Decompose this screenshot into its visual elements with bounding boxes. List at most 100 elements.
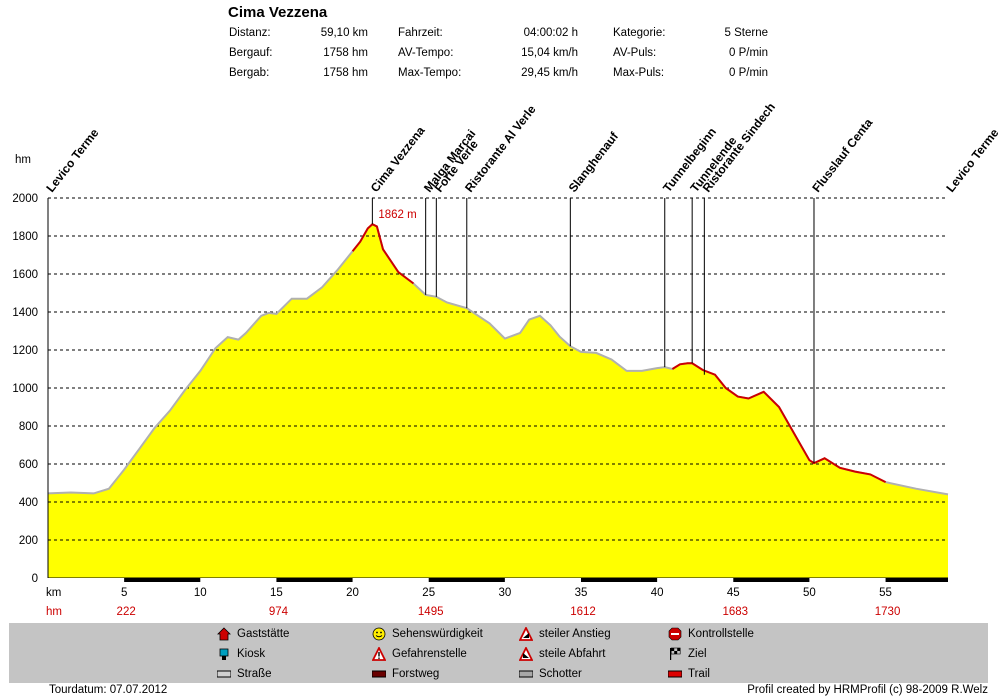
y-tick-label: 2000 [12, 193, 38, 205]
surface-band [733, 578, 810, 582]
x-tick-label: 50 [803, 587, 816, 599]
y-tick-label: 1200 [12, 345, 38, 357]
stat-value: 0 P/min [729, 47, 768, 59]
waypoint-label: Levico Terme [43, 126, 101, 195]
legend-item: steiler Anstieg [519, 627, 611, 641]
x-tick-label: 20 [346, 587, 359, 599]
x-tick-label: 5 [121, 587, 127, 599]
waypoint-label: Levico Terme [943, 126, 998, 195]
legend-item: Straße [217, 667, 272, 681]
tour-date: Tourdatum: 07.07.2012 [49, 684, 168, 696]
legend-label: steiler Anstieg [539, 628, 611, 640]
warning-icon [372, 647, 386, 661]
legend-item: Gaststätte [217, 627, 289, 641]
legend-item: Schotter [519, 667, 582, 681]
hm-marker: 1730 [875, 606, 901, 618]
legend-label: Trail [688, 668, 710, 680]
surface-band [428, 578, 505, 582]
x-tick-label: 15 [270, 587, 283, 599]
legend-label: steile Abfahrt [539, 648, 606, 660]
page-title: Cima Vezzena [228, 4, 328, 21]
hm-marker: 1495 [418, 606, 444, 618]
stat-label: Distanz: [229, 27, 271, 39]
surface-band [580, 578, 658, 582]
y-tick-label: 1600 [12, 269, 38, 281]
elevation-profile-chart: 0 200 400 600 800 1000 1200 1400 1600 1800 2000 hm k… [12, 100, 998, 618]
stat-value: 59,10 km [320, 27, 368, 39]
legend-item: Sehenswürdigkeit [372, 627, 483, 641]
hm-row-label: hm [46, 606, 62, 618]
y-tick-label: 1000 [12, 383, 38, 395]
elevation-area [48, 224, 948, 578]
x-tick-label: 10 [194, 587, 207, 599]
legend-item: steile Abfahrt [519, 647, 605, 661]
legend-label: Schotter [539, 668, 582, 680]
stat-value: 15,04 km/h [521, 47, 578, 59]
legend-item: Forstweg [372, 667, 439, 681]
surface-band [124, 578, 201, 582]
legend-label: Straße [237, 668, 272, 680]
kiosk-icon [219, 648, 229, 660]
legend-item: Gefahrenstelle [372, 647, 467, 661]
surface-band [276, 578, 353, 582]
forest-road-swatch-icon [372, 670, 386, 678]
stat-value: 1758 hm [323, 47, 368, 59]
x-tick-label: 40 [651, 587, 664, 599]
trail-swatch-icon [668, 670, 682, 678]
stat-value: 29,45 km/h [521, 67, 578, 79]
hm-marker: 1612 [570, 606, 596, 618]
steep-descent-icon [519, 647, 533, 661]
stat-label: AV-Puls: [613, 47, 657, 59]
legend-label: Gaststätte [237, 628, 290, 640]
credit-text: Profil created by HRMProfil (c) 98-2009 … [747, 684, 988, 696]
stat-value: 04:00:02 h [523, 27, 578, 39]
road-swatch-icon [217, 670, 231, 678]
legend: Gaststätte Kiosk Straße Sehenswürdigkeit Gef… [9, 623, 988, 683]
legend-item: Ziel [668, 647, 707, 661]
legend-item: Kiosk [217, 647, 265, 661]
x-tick-label: 35 [575, 587, 588, 599]
y-axis-label: hm [15, 154, 31, 166]
stat-label: Max-Puls: [613, 67, 665, 79]
stat-label: Max-Tempo: [398, 67, 462, 79]
y-tick-label: 0 [32, 573, 38, 585]
stat-label: Kategorie: [613, 27, 666, 39]
legend-item: Trail [668, 667, 710, 681]
house-icon [217, 627, 231, 641]
stat-value: 5 Sterne [724, 27, 768, 39]
y-tick-label: 600 [19, 459, 38, 471]
y-tick-label: 800 [19, 421, 38, 433]
smiley-icon [372, 627, 386, 641]
waypoint-label: Cima Vezzena [368, 123, 428, 194]
legend-label: Kiosk [237, 648, 266, 660]
x-tick-label: 55 [879, 587, 892, 599]
max-elevation-label: 1862 m [378, 209, 416, 221]
legend-label: Forstweg [392, 668, 440, 680]
y-tick-label: 400 [19, 497, 38, 509]
legend-label: Ziel [688, 648, 707, 660]
finish-flag-icon [670, 647, 681, 660]
stat-label: Bergab: [229, 67, 270, 79]
steep-climb-icon [519, 627, 533, 641]
stat-label: Fahrzeit: [398, 27, 443, 39]
y-tick-label: 200 [19, 535, 38, 547]
legend-label: Gefahrenstelle [392, 648, 467, 660]
x-tick-label: 30 [498, 587, 511, 599]
y-tick-label: 1400 [12, 307, 38, 319]
legend-item: Kontrollstelle [668, 627, 754, 641]
gravel-swatch-icon [519, 670, 533, 678]
legend-label: Kontrollstelle [688, 628, 754, 640]
x-tick-label: 25 [422, 587, 435, 599]
stat-label: AV-Tempo: [398, 47, 454, 59]
stat-value: 1758 hm [323, 67, 368, 79]
x-tick-label: 45 [727, 587, 740, 599]
waypoint-label: Flusslauf Centa [809, 116, 875, 195]
hm-marker: 974 [269, 606, 289, 618]
trail-line [351, 222, 415, 285]
waypoint-label: Slanghenauf [566, 129, 622, 195]
stop-icon [668, 627, 682, 641]
x-axis-label: km [46, 587, 61, 599]
stat-label: Bergauf: [229, 47, 273, 59]
surface-band [885, 578, 948, 582]
stat-value: 0 P/min [729, 67, 768, 79]
